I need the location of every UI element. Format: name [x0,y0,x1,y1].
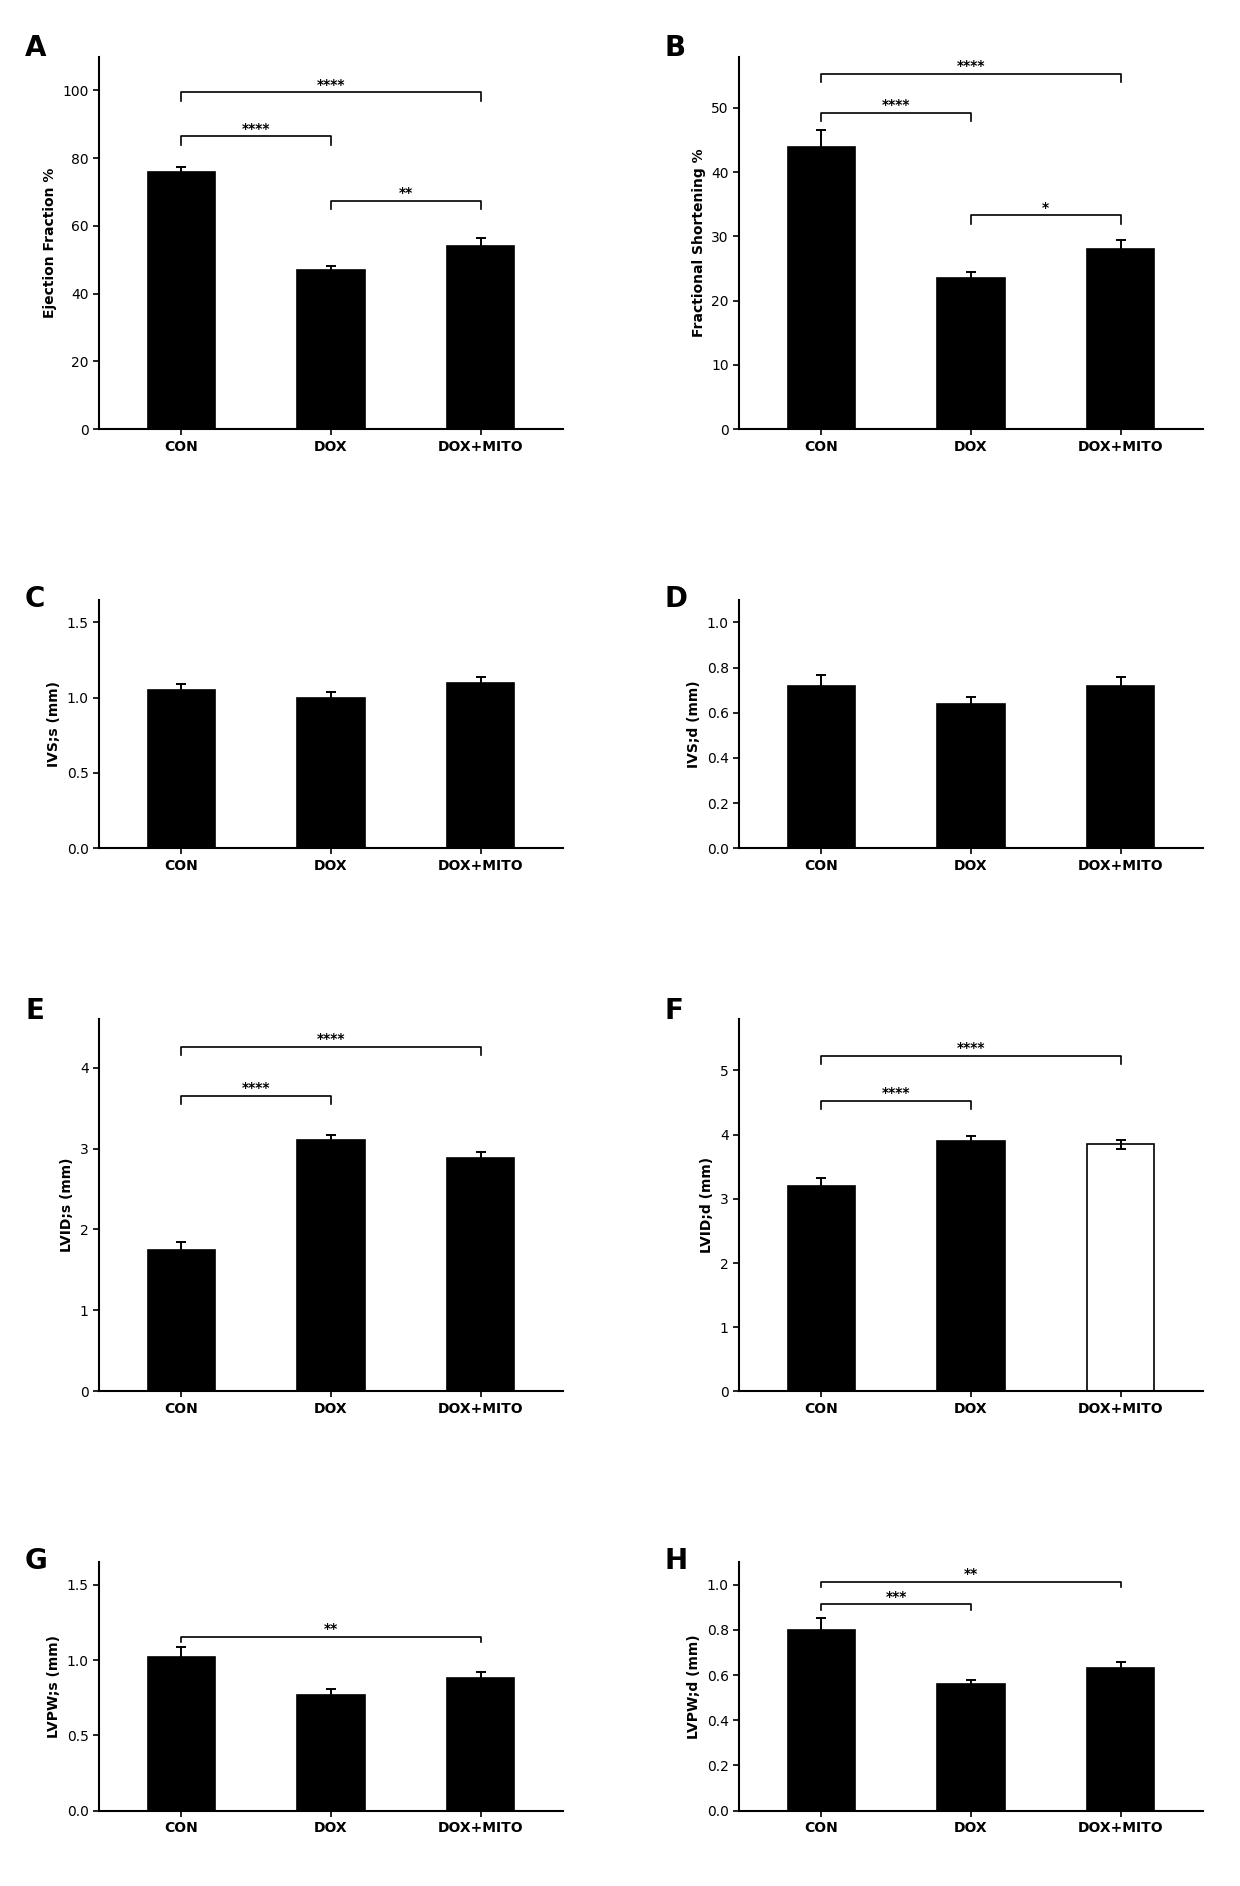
Bar [148,1250,215,1392]
Bar [446,683,515,849]
Y-axis label: LVPW;s (mm): LVPW;s (mm) [47,1635,61,1737]
Y-axis label: Ejection Fraction %: Ejection Fraction % [43,168,57,319]
Y-axis label: LVID;s (mm): LVID;s (mm) [61,1158,74,1252]
Text: ***: *** [885,1590,906,1603]
Bar [148,1658,215,1811]
Text: **: ** [324,1622,339,1635]
Text: ****: **** [242,121,270,136]
Text: D: D [665,585,688,613]
Bar [787,1630,856,1811]
Text: *: * [1042,200,1049,215]
Text: E: E [25,996,43,1024]
Bar [446,1679,515,1811]
Y-axis label: IVS;d (mm): IVS;d (mm) [687,681,701,768]
Y-axis label: LVPW;d (mm): LVPW;d (mm) [687,1633,701,1739]
Bar [1087,249,1154,430]
Text: ****: **** [316,77,345,92]
Text: B: B [665,34,686,62]
Text: C: C [25,585,46,613]
Y-axis label: Fractional Shortening %: Fractional Shortening % [692,149,706,338]
Bar [298,1141,365,1392]
Y-axis label: IVS;s (mm): IVS;s (mm) [47,681,61,768]
Text: ****: **** [882,1086,910,1100]
Bar [787,1186,856,1392]
Bar [148,172,215,430]
Text: ****: **** [316,1032,345,1047]
Text: ****: **** [957,1041,986,1054]
Text: G: G [25,1547,48,1575]
Bar [446,247,515,430]
Bar [787,687,856,849]
Y-axis label: LVID;d (mm): LVID;d (mm) [701,1158,714,1254]
Text: **: ** [963,1567,978,1580]
Bar [937,703,1004,849]
Bar [937,277,1004,430]
Text: **: ** [399,187,413,200]
Bar [787,147,856,430]
Bar [446,1158,515,1392]
Text: ****: **** [882,98,910,111]
Text: ****: **** [957,58,986,74]
Bar [298,270,365,430]
Text: ****: **** [242,1081,270,1096]
Bar [148,690,215,849]
Text: H: H [665,1547,688,1575]
Bar [1087,687,1154,849]
Bar [937,1141,1004,1392]
Bar [1087,1145,1154,1392]
Bar [1087,1669,1154,1811]
Bar [298,698,365,849]
Text: A: A [25,34,47,62]
Bar [298,1696,365,1811]
Bar [937,1684,1004,1811]
Text: F: F [665,996,683,1024]
